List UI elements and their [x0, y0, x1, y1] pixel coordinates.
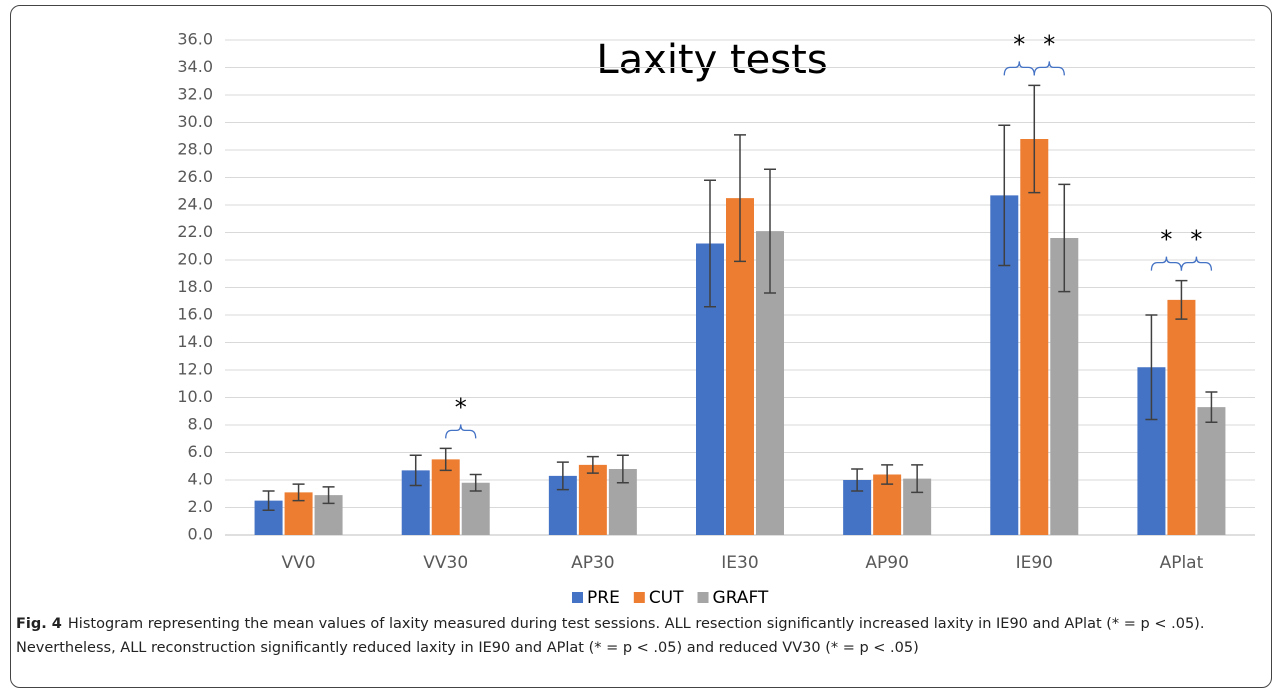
error-bar	[881, 464, 894, 485]
significance-brace	[1150, 256, 1183, 271]
y-tick-label: 28.0	[177, 140, 213, 159]
y-tick-label: 24.0	[177, 195, 213, 214]
y-tick-label: 22.0	[177, 222, 213, 241]
error-bar	[704, 179, 716, 308]
y-tick-label: 14.0	[177, 332, 213, 351]
significance-label: *	[1013, 30, 1025, 58]
x-tick-label: IE30	[721, 553, 758, 573]
caption: Fig. 4 Histogram representing the mean va…	[16, 612, 1266, 660]
error-bar	[556, 461, 569, 491]
error-bar	[764, 168, 776, 294]
caption-text: Histogram representing the mean values o…	[16, 616, 1205, 656]
error-bar	[1205, 391, 1218, 423]
y-tick-label: 32.0	[177, 85, 213, 104]
significance-brace	[1033, 61, 1065, 76]
error-bar	[1028, 84, 1041, 194]
error-bar	[1175, 279, 1188, 320]
caption-label: Fig. 4	[16, 616, 62, 632]
y-tick-label: 30.0	[177, 112, 213, 131]
y-tick-label: 20.0	[177, 250, 213, 269]
error-bar	[409, 454, 422, 487]
error-bar	[292, 483, 305, 502]
x-tick-label: AP30	[571, 553, 615, 573]
chart: Laxity tests 0.0 2.0 4.0 6.0 8.0 10.0 12.0 14.0…	[177, 30, 1255, 608]
significance-label: *	[1190, 226, 1202, 254]
error-bar	[616, 454, 629, 484]
y-tick-label: 12.0	[177, 360, 213, 379]
error-bar	[1145, 314, 1158, 421]
y-tick-label: 8.0	[188, 415, 213, 434]
significance-brace	[445, 424, 477, 439]
figure-frame	[10, 5, 1272, 688]
bar	[431, 459, 460, 535]
error-bar	[439, 447, 452, 472]
y-tick-label: 18.0	[177, 277, 213, 296]
error-bar	[586, 455, 599, 474]
error-bar	[734, 134, 746, 263]
legend-swatch	[633, 592, 645, 603]
error-bar	[911, 464, 924, 494]
y-tick-label: 10.0	[177, 387, 213, 406]
bar	[1020, 139, 1049, 535]
y-tick-label: 36.0	[177, 30, 213, 49]
y-tick-label: 26.0	[177, 167, 213, 186]
significance-brace	[1003, 61, 1035, 76]
x-tick-label: AP90	[865, 553, 909, 573]
x-tick-label: APlat	[1160, 553, 1204, 573]
significance-label: *	[1043, 30, 1055, 58]
error-bar	[998, 124, 1011, 267]
error-bar	[322, 486, 335, 505]
bar	[1167, 299, 1196, 535]
y-tick-label: 6.0	[188, 442, 213, 461]
legend-label: CUT	[649, 588, 684, 608]
y-tick-label: 16.0	[177, 305, 213, 324]
x-tick-label: IE90	[1016, 553, 1053, 573]
error-bar	[262, 490, 275, 511]
error-bar	[1058, 183, 1071, 293]
legend-swatch	[572, 592, 583, 603]
x-tick-label: VV30	[423, 553, 468, 573]
y-tick-label: 0.0	[188, 525, 213, 544]
x-tick-label: VV0	[282, 553, 316, 573]
bar	[578, 464, 607, 535]
y-tick-label: 34.0	[177, 57, 213, 76]
y-tick-label: 2.0	[188, 497, 213, 516]
legend-swatch	[697, 592, 709, 603]
chart-title: Laxity tests	[596, 37, 827, 83]
y-tick-label: 4.0	[188, 470, 213, 489]
legend-label: GRAFT	[713, 588, 769, 608]
significance-label: *	[455, 393, 467, 421]
error-bar	[851, 468, 864, 492]
bar	[1197, 407, 1226, 535]
legend-label: PRE	[587, 588, 620, 608]
error-bar	[469, 473, 482, 492]
significance-brace	[1180, 256, 1213, 271]
significance-label: *	[1160, 226, 1172, 254]
